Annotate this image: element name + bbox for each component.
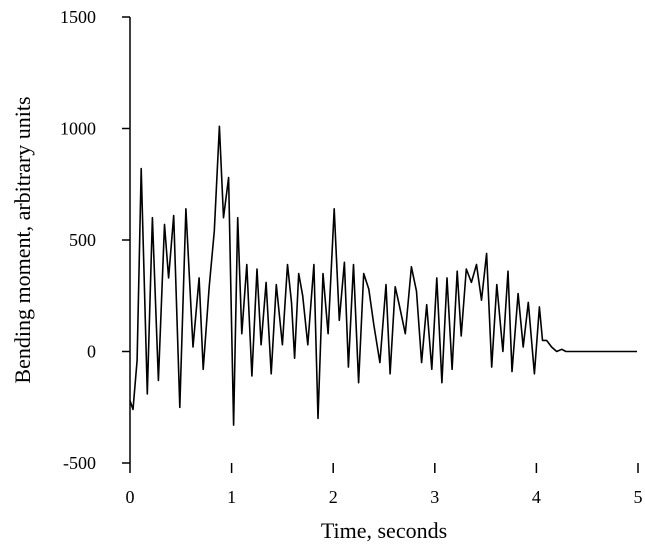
x-tick-label: 2	[329, 487, 338, 507]
series-line	[129, 125, 637, 426]
y-tick-label: 1500	[60, 7, 96, 27]
y-tick-label: 0	[87, 342, 96, 362]
y-axis-title: Bending moment, arbitrary units	[10, 96, 35, 383]
x-axis-title: Time, seconds	[321, 518, 447, 543]
y-tick-label: 1000	[60, 119, 96, 139]
x-tick-label: 5	[634, 487, 643, 507]
x-axis: 0 1 2 3 4 5	[126, 463, 643, 507]
y-tick-label: 500	[69, 230, 96, 250]
x-tick-label: 4	[532, 487, 541, 507]
series-group	[129, 125, 637, 426]
y-tick-label: -500	[63, 453, 96, 473]
x-tick-label: 1	[227, 487, 236, 507]
x-tick-label: 3	[430, 487, 439, 507]
x-tick-label: 0	[126, 487, 135, 507]
y-axis: -500 0 500 1000 1500	[60, 7, 131, 473]
